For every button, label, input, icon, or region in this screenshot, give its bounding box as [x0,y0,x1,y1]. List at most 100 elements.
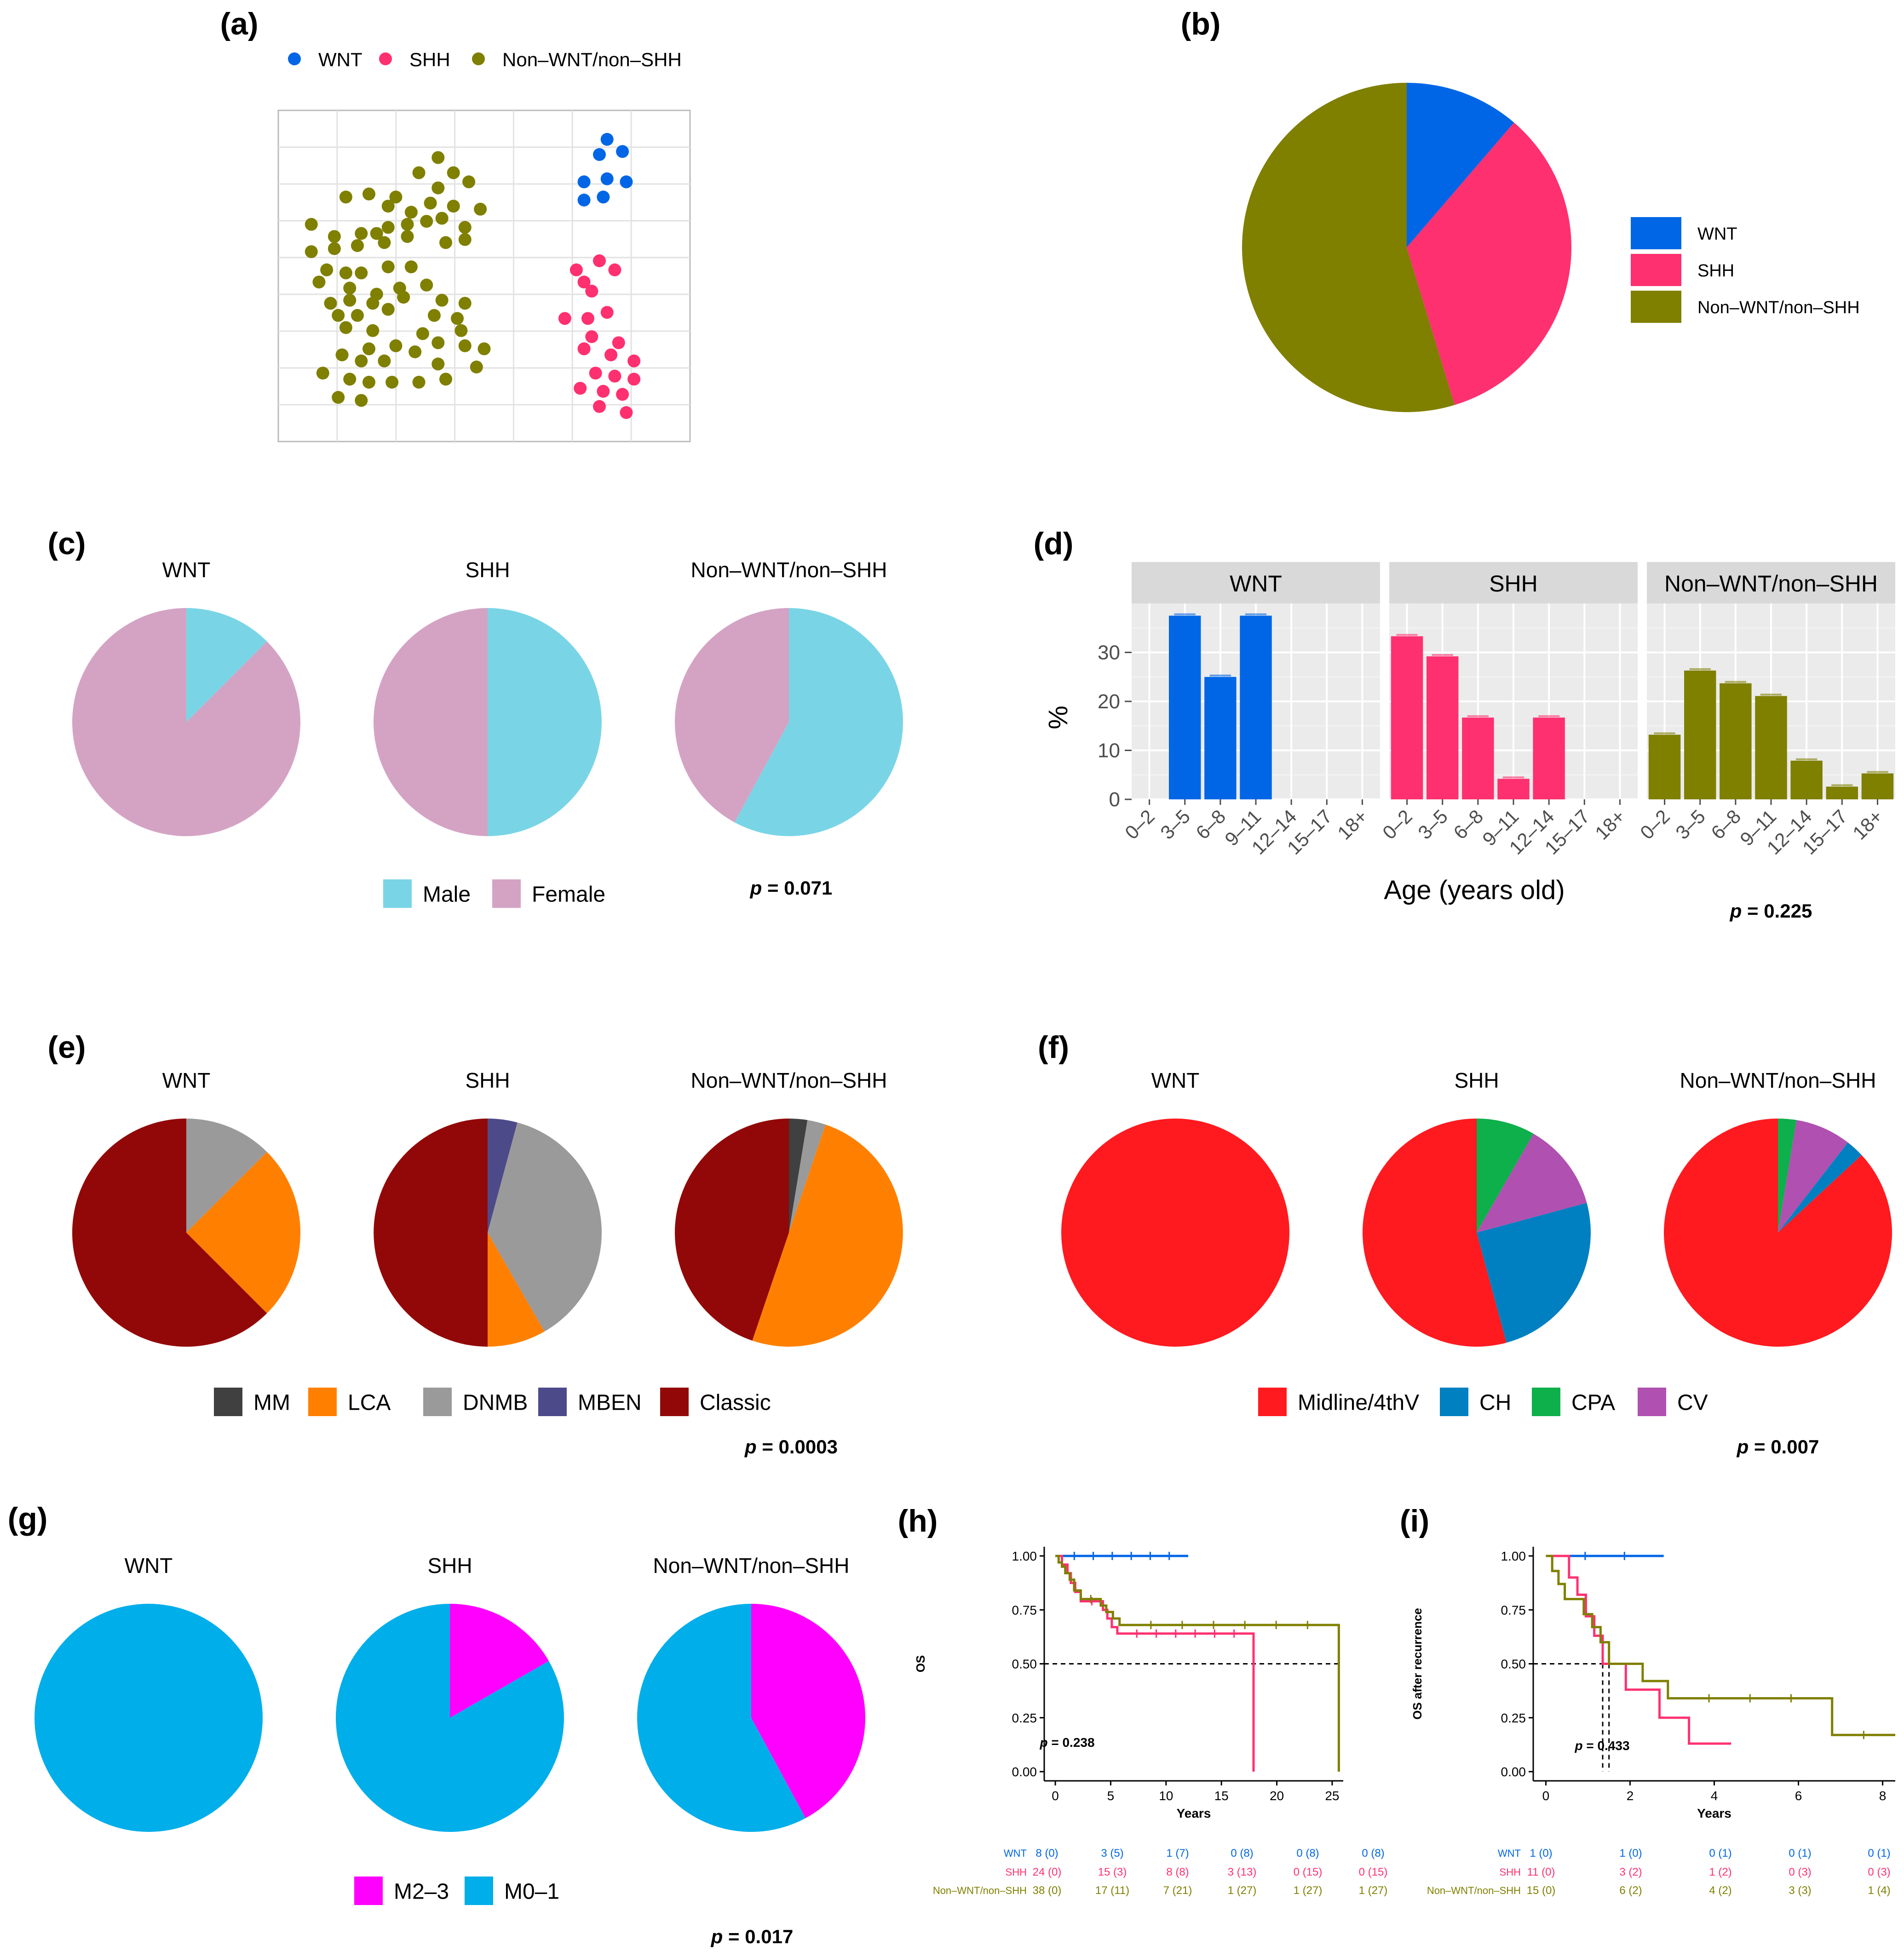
scatter-point-shh [597,385,610,398]
km-h-y-tick-label: 0.25 [1012,1711,1037,1725]
subgroup-pie-slice-wnt [1407,83,1514,247]
km-h-risk-cell: 0 (15) [1359,1866,1388,1878]
age-bar-shh-3-5 [1427,656,1459,799]
metastasis-legend-m0-1-key [465,1877,493,1905]
scatter-point-non-wnt-non-shh [355,394,368,407]
subgroup-legend-key-wnt [1631,217,1681,249]
km-h-x-tick-label: 15 [1214,1789,1229,1803]
scatter-point-non-wnt-non-shh [404,206,418,219]
panel-label-e: (e) [47,1030,86,1065]
km-h-risk-cell: 3 (13) [1228,1866,1257,1878]
scatter-point-shh [577,275,591,289]
histology-pie-wnt-slice-classic [72,1119,267,1347]
metastasis-pie-title-shh: SHH [427,1554,472,1578]
km-h-x-tick-label: 25 [1325,1789,1339,1803]
histology-legend-mm-label: MM [253,1390,290,1415]
km-h-risk-cell: 3 (5) [1101,1847,1123,1859]
age-x-tick-label: 18+ [1848,805,1887,844]
scatter-point-non-wnt-non-shh [343,373,357,386]
sex-legend-female-label: Female [532,882,605,907]
age-p-value: p = 0.225 [1730,900,1812,922]
km-i-risk-cell: 0 (3) [1868,1866,1890,1878]
metastasis-p-value: p = 0.017 [711,1926,794,1947]
km-h-y-tick-label: 0.75 [1012,1603,1037,1617]
scatter-point-shh [593,400,606,413]
sex-legend-male-label: Male [423,882,471,907]
scatter-point-shh [558,312,571,325]
scatter-point-non-wnt-non-shh [389,339,403,352]
location-pie-non-wnt-non-shh-slice-cpa [1778,1119,1797,1233]
scatter-point-non-wnt-non-shh [339,190,352,204]
scatter-point-non-wnt-non-shh [447,200,460,213]
scatter-point-shh [593,254,606,267]
scatter-point-non-wnt-non-shh [370,227,383,240]
km-h-x-tick-label: 5 [1107,1789,1115,1803]
scatter-point-shh [581,312,594,325]
scatter-point-non-wnt-non-shh [351,309,364,322]
subgroup-pie-slice-non-wnt-non-shh [1242,83,1455,413]
km-h-risk-cell: 0 (15) [1294,1866,1323,1878]
subgroup-legend-key-shh [1631,254,1681,286]
km-i-x-tick-label: 8 [1879,1789,1887,1803]
km-i-risk-cell: 4 (2) [1709,1884,1731,1897]
scatter-point-non-wnt-non-shh [435,293,449,307]
metastasis-pie-shh-slice-m0-1 [335,1604,564,1832]
km-h-risk-cell: 1 (27) [1359,1884,1388,1897]
subgroup-legend-key-non-wnt-non-shh [1631,291,1681,323]
scatter-point-shh [612,336,625,350]
scatter-point-shh [616,388,629,401]
km-i-risk-cell: 3 (2) [1619,1866,1642,1878]
scatter-point-non-wnt-non-shh [420,278,433,292]
age-bar-non-wnt-non-shh-0-2 [1648,735,1681,799]
scatter-point-wnt [577,194,591,207]
histology-pie-title-wnt: WNT [162,1068,211,1092]
histology-pie-shh-slice-lca [488,1233,545,1347]
location-pie-shh-slice-midline-4thv [1362,1119,1507,1347]
age-bar-non-wnt-non-shh-3-5 [1684,670,1716,799]
scatter-point-shh [604,348,618,362]
scatter-point-wnt [593,148,606,161]
scatter-legend-label-wnt: WNT [318,49,362,70]
km-h-p-value: p = 0.238 [1039,1735,1094,1750]
scatter-point-non-wnt-non-shh [420,215,433,228]
scatter-point-non-wnt-non-shh [470,361,483,373]
scatter-point-non-wnt-non-shh [412,166,426,179]
scatter-legend-label-non-wnt-non-shh: Non–WNT/non–SHH [502,49,682,70]
sex-pie-title-wnt: WNT [162,558,211,582]
scatter-point-shh [577,342,591,356]
km-i-y-tick-label: 0.75 [1501,1603,1526,1617]
location-pie-non-wnt-non-shh-slice-midline-4thv [1664,1119,1892,1347]
histology-p-value: p = 0.0003 [744,1436,838,1458]
metastasis-pie-title-non-wnt-non-shh: Non–WNT/non–SHH [653,1554,850,1578]
age-y-tick-label: 10 [1098,740,1120,762]
sex-pie-title-shh: SHH [465,558,510,582]
scatter-point-non-wnt-non-shh [458,221,472,234]
scatter-point-non-wnt-non-shh [458,297,472,310]
scatter-point-wnt [577,175,591,189]
scatter-point-non-wnt-non-shh [343,293,357,307]
km-i-p-value: p = 0.433 [1574,1739,1629,1753]
panel-label-b: (b) [1181,6,1221,41]
scatter-point-non-wnt-non-shh [366,324,380,337]
scatter-point-non-wnt-non-shh [431,151,445,164]
sex-pie-shh-slice-female [374,608,488,836]
location-pie-non-wnt-non-shh-slice-cv [1778,1120,1848,1233]
histology-legend-mben-key [538,1388,567,1416]
scatter-point-wnt [597,190,610,204]
age-bar-wnt-6-8 [1204,677,1237,799]
scatter-point-non-wnt-non-shh [462,175,476,189]
scatter-point-wnt [600,133,614,146]
km-h-x-tick-label: 0 [1052,1789,1059,1803]
km-i-curve-shh [1546,1555,1731,1745]
age-x-tick-label: 0–2 [1636,805,1674,844]
age-bar-wnt-9-11 [1240,615,1272,799]
age-bar-non-wnt-non-shh-15-17 [1826,786,1858,799]
scatter-point-shh [608,369,621,383]
scatter-point-non-wnt-non-shh [355,354,368,367]
km-i-y-tick-label: 0.25 [1501,1711,1526,1725]
scatter-point-non-wnt-non-shh [431,181,445,195]
scatter-point-non-wnt-non-shh [458,233,472,246]
histology-pie-wnt-slice-lca [186,1152,301,1314]
scatter-point-non-wnt-non-shh [385,376,399,389]
